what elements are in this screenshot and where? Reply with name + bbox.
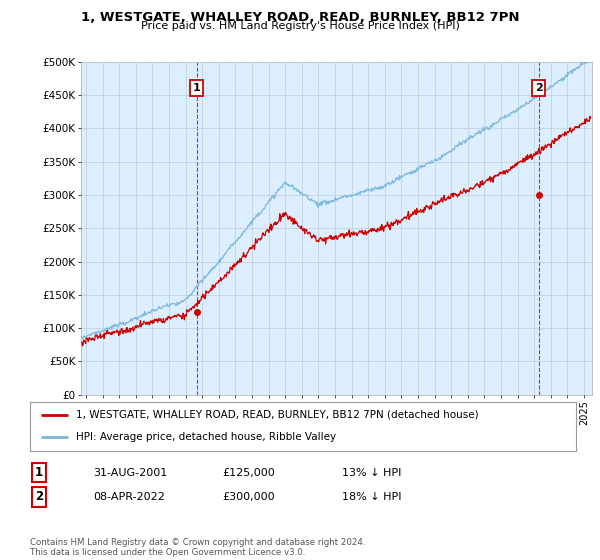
Text: 1: 1 [35,466,43,479]
Text: 18% ↓ HPI: 18% ↓ HPI [342,492,401,502]
Text: Contains HM Land Registry data © Crown copyright and database right 2024.
This d: Contains HM Land Registry data © Crown c… [30,538,365,557]
Text: 31-AUG-2001: 31-AUG-2001 [93,468,167,478]
Text: £125,000: £125,000 [222,468,275,478]
Text: £300,000: £300,000 [222,492,275,502]
Text: 1, WESTGATE, WHALLEY ROAD, READ, BURNLEY, BB12 7PN: 1, WESTGATE, WHALLEY ROAD, READ, BURNLEY… [81,11,519,24]
Text: 1: 1 [193,83,200,94]
Text: 2: 2 [35,490,43,503]
Text: 08-APR-2022: 08-APR-2022 [93,492,165,502]
Text: 2: 2 [535,83,542,94]
Text: Price paid vs. HM Land Registry's House Price Index (HPI): Price paid vs. HM Land Registry's House … [140,21,460,31]
Text: 1, WESTGATE, WHALLEY ROAD, READ, BURNLEY, BB12 7PN (detached house): 1, WESTGATE, WHALLEY ROAD, READ, BURNLEY… [76,410,479,420]
Text: 13% ↓ HPI: 13% ↓ HPI [342,468,401,478]
Text: HPI: Average price, detached house, Ribble Valley: HPI: Average price, detached house, Ribb… [76,432,337,442]
